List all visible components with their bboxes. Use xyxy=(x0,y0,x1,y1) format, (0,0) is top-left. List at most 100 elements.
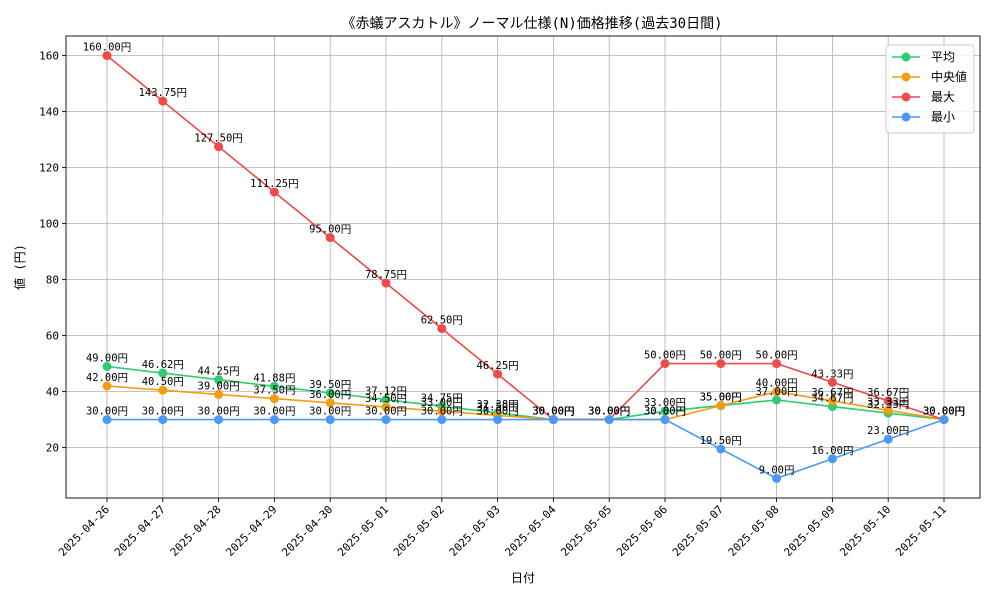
data-point xyxy=(660,406,670,416)
data-label-layer: 49.00円 46.62円 44.25円 41.88円 39.50円 37.12円 34.7… xyxy=(83,42,965,477)
data-label: 9.00円 xyxy=(759,464,795,476)
data-label: 160.00円 xyxy=(83,42,131,54)
data-label: 30.00円 xyxy=(477,406,519,418)
data-label: 50.00円 xyxy=(756,350,798,362)
data-point xyxy=(827,377,837,387)
legend-entry-label: 最小 xyxy=(931,110,955,124)
data-label: 50.00円 xyxy=(644,350,686,362)
data-label: 32.38円 xyxy=(477,399,519,411)
data-label: 30.00円 xyxy=(198,406,240,418)
data-point xyxy=(158,96,168,106)
data-point xyxy=(772,473,782,483)
series-layer xyxy=(102,51,949,483)
data-point xyxy=(269,187,279,197)
data-point xyxy=(437,415,447,425)
data-label: 30.00円 xyxy=(532,406,574,418)
y-axis-label: 値 (円) xyxy=(12,244,27,290)
data-point xyxy=(325,415,335,425)
data-point xyxy=(493,369,503,379)
data-label: 34.67円 xyxy=(811,393,853,405)
data-point xyxy=(158,415,168,425)
data-label: 37.00円 xyxy=(756,386,798,398)
data-label: 36.00円 xyxy=(309,389,351,401)
data-point xyxy=(939,415,949,425)
data-label: 35.00円 xyxy=(700,392,742,404)
data-point xyxy=(548,415,558,425)
data-label: 19.50円 xyxy=(700,435,742,447)
data-label: 33.00円 xyxy=(421,397,463,409)
data-label: 39.00円 xyxy=(198,380,240,392)
data-point xyxy=(102,415,112,425)
data-point xyxy=(325,388,335,398)
data-point xyxy=(883,405,893,415)
data-label: 30.00円 xyxy=(923,406,965,418)
data-label: 78.75円 xyxy=(365,269,407,281)
legend-entry-label: 最大 xyxy=(931,90,955,104)
series-line xyxy=(106,54,945,421)
y-tick-label: 60 xyxy=(46,330,59,343)
data-point xyxy=(214,389,224,399)
data-point xyxy=(325,398,335,408)
y-tick-label: 20 xyxy=(46,442,59,455)
series-line xyxy=(106,385,945,421)
data-label: 40.50円 xyxy=(142,376,184,388)
data-point xyxy=(772,387,782,397)
data-point xyxy=(437,324,447,334)
data-point xyxy=(716,444,726,454)
data-point xyxy=(214,375,224,385)
data-point xyxy=(214,142,224,152)
data-label: 143.75円 xyxy=(139,87,187,99)
data-label: 30.00円 xyxy=(588,406,630,418)
data-point xyxy=(883,396,893,406)
data-point xyxy=(604,415,614,425)
data-point xyxy=(158,368,168,378)
data-label: 30.00円 xyxy=(532,406,574,418)
data-point xyxy=(660,415,670,425)
series-line xyxy=(106,365,945,421)
data-label: 30.00円 xyxy=(588,406,630,418)
data-point xyxy=(493,415,503,425)
data-label: 30.00円 xyxy=(309,406,351,418)
data-label: 35.00円 xyxy=(700,392,742,404)
data-label: 62.50円 xyxy=(421,315,463,327)
data-label: 30.00円 xyxy=(532,406,574,418)
data-label: 50.00円 xyxy=(700,350,742,362)
legend-swatch-marker xyxy=(901,92,911,102)
data-point xyxy=(660,359,670,369)
data-label: 30.00円 xyxy=(588,406,630,418)
data-label: 36.67円 xyxy=(867,387,909,399)
x-axis-label: 日付 xyxy=(511,571,535,585)
data-point xyxy=(325,233,335,243)
data-label: 41.88円 xyxy=(253,372,295,384)
data-label: 30.00円 xyxy=(644,406,686,418)
data-label: 39.50円 xyxy=(309,379,351,391)
data-point xyxy=(716,359,726,369)
y-tick-label: 140 xyxy=(39,106,59,119)
data-point xyxy=(437,406,447,416)
y-tick-label: 80 xyxy=(46,274,59,287)
data-label: 33.33円 xyxy=(867,396,909,408)
data-label: 30.00円 xyxy=(532,406,574,418)
y-tick-label: 40 xyxy=(46,386,59,399)
plot-frame xyxy=(65,35,981,499)
data-label: 23.00円 xyxy=(867,425,909,437)
data-point xyxy=(381,395,391,405)
data-label: 30.00円 xyxy=(588,406,630,418)
y-tick-label: 120 xyxy=(39,162,59,175)
data-point xyxy=(883,434,893,444)
legend-swatch-marker xyxy=(901,112,911,122)
data-point xyxy=(102,361,112,371)
data-label: 30.00円 xyxy=(253,406,295,418)
data-label: 30.00円 xyxy=(86,406,128,418)
data-point xyxy=(269,415,279,425)
data-label: 16.00円 xyxy=(811,445,853,457)
data-point xyxy=(102,51,112,61)
data-point xyxy=(772,359,782,369)
data-label: 30.00円 xyxy=(421,406,463,418)
data-point xyxy=(102,381,112,391)
data-point xyxy=(716,401,726,411)
data-label: 42.00円 xyxy=(86,372,128,384)
data-label: 95.00円 xyxy=(309,224,351,236)
chart-title: 《赤蟻アスカトル》ノーマル仕様(N)価格推移(過去30日間) xyxy=(342,15,723,32)
